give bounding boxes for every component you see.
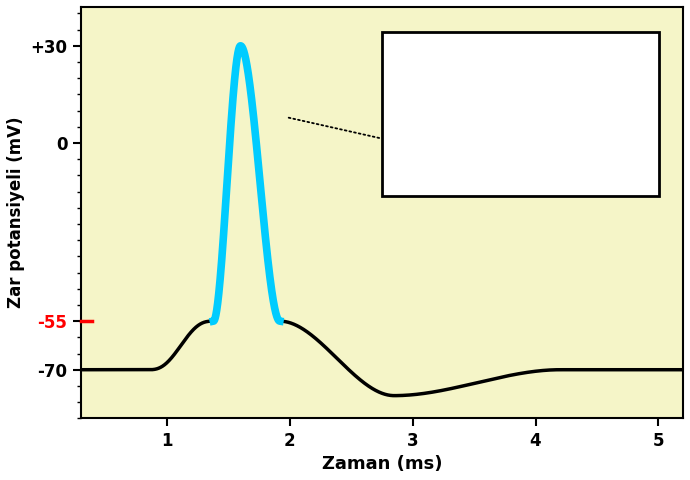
Y-axis label: Zar potansiyeli (mV): Zar potansiyeli (mV) bbox=[7, 117, 25, 308]
X-axis label: Zaman (ms): Zaman (ms) bbox=[322, 455, 442, 473]
Bar bbox=[382, 32, 659, 196]
